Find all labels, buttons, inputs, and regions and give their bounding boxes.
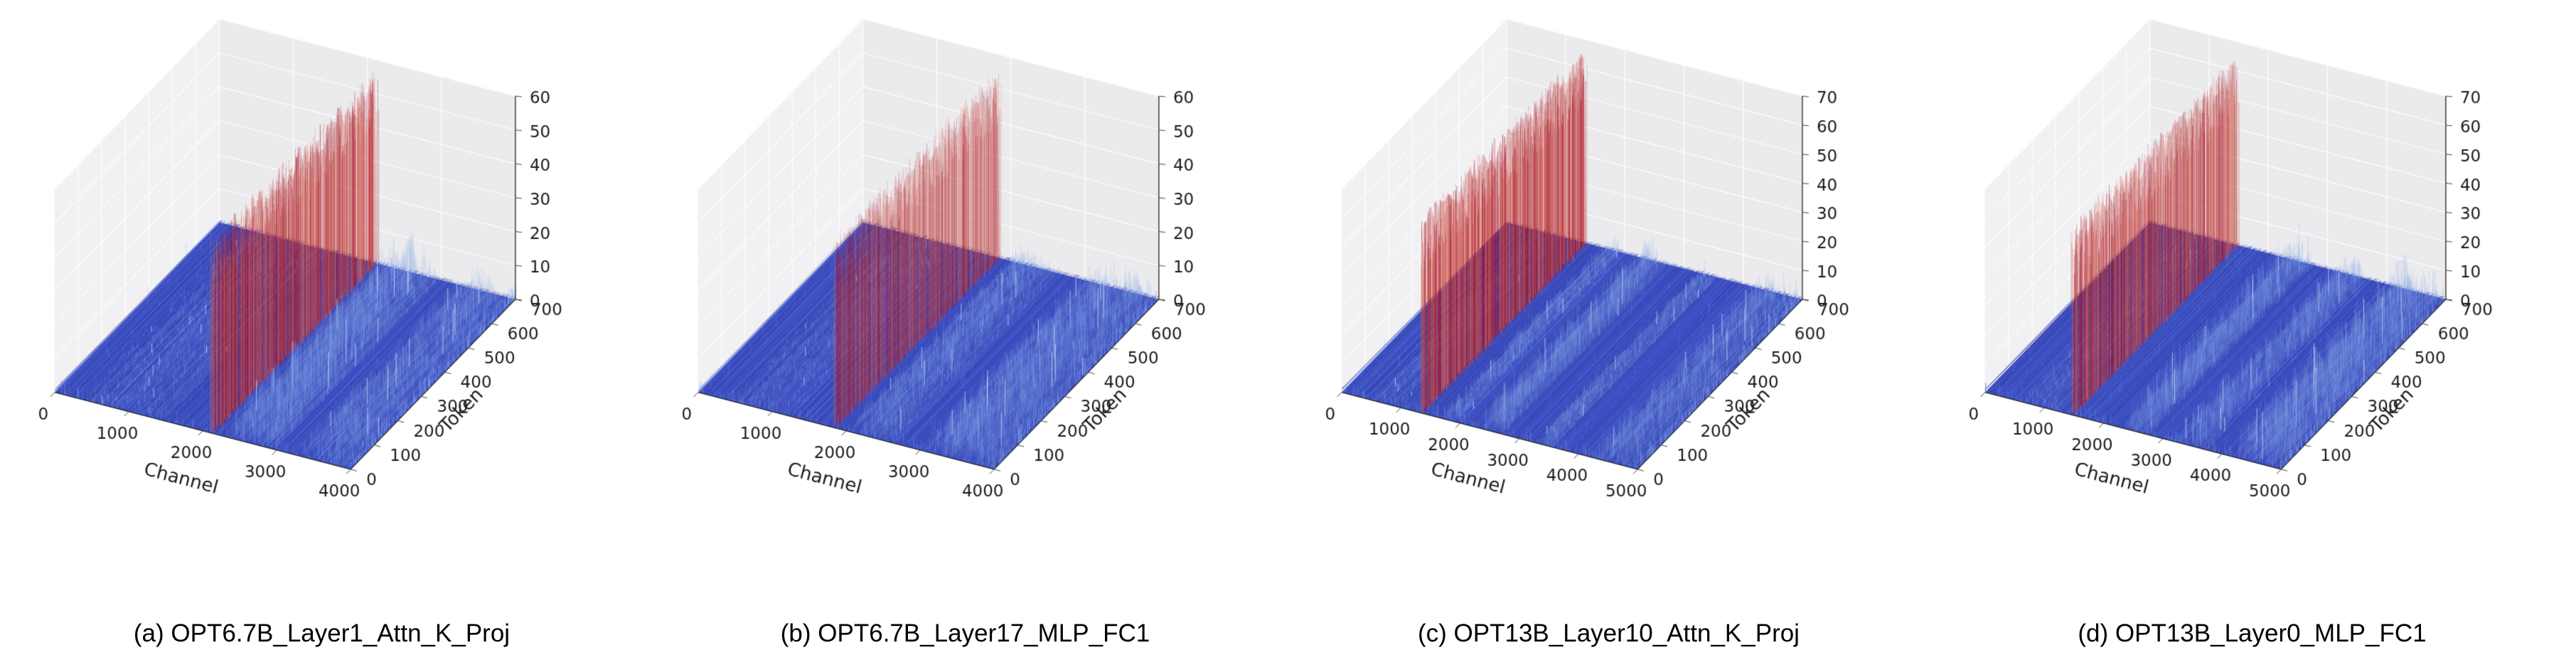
surface-plot-c (1287, 0, 1930, 616)
surface-plot-b (643, 0, 1287, 616)
panel-b: (b) OPT6.7B_Layer17_MLP_FC1 (643, 0, 1287, 660)
panel-a-caption: (a) OPT6.7B_Layer1_Attn_K_Proj (133, 619, 511, 647)
panel-c-caption: (c) OPT13B_Layer10_Attn_K_Proj (1418, 619, 1800, 647)
surface-plot-a (0, 0, 643, 616)
panel-c: (c) OPT13B_Layer10_Attn_K_Proj (1287, 0, 1930, 660)
surface-plot-d (1930, 0, 2574, 616)
panel-d: (d) OPT13B_Layer0_MLP_FC1 (1930, 0, 2574, 660)
panel-b-caption: (b) OPT6.7B_Layer17_MLP_FC1 (780, 619, 1150, 647)
panel-a: (a) OPT6.7B_Layer1_Attn_K_Proj (0, 0, 643, 660)
panel-d-caption: (d) OPT13B_Layer0_MLP_FC1 (2078, 619, 2427, 647)
